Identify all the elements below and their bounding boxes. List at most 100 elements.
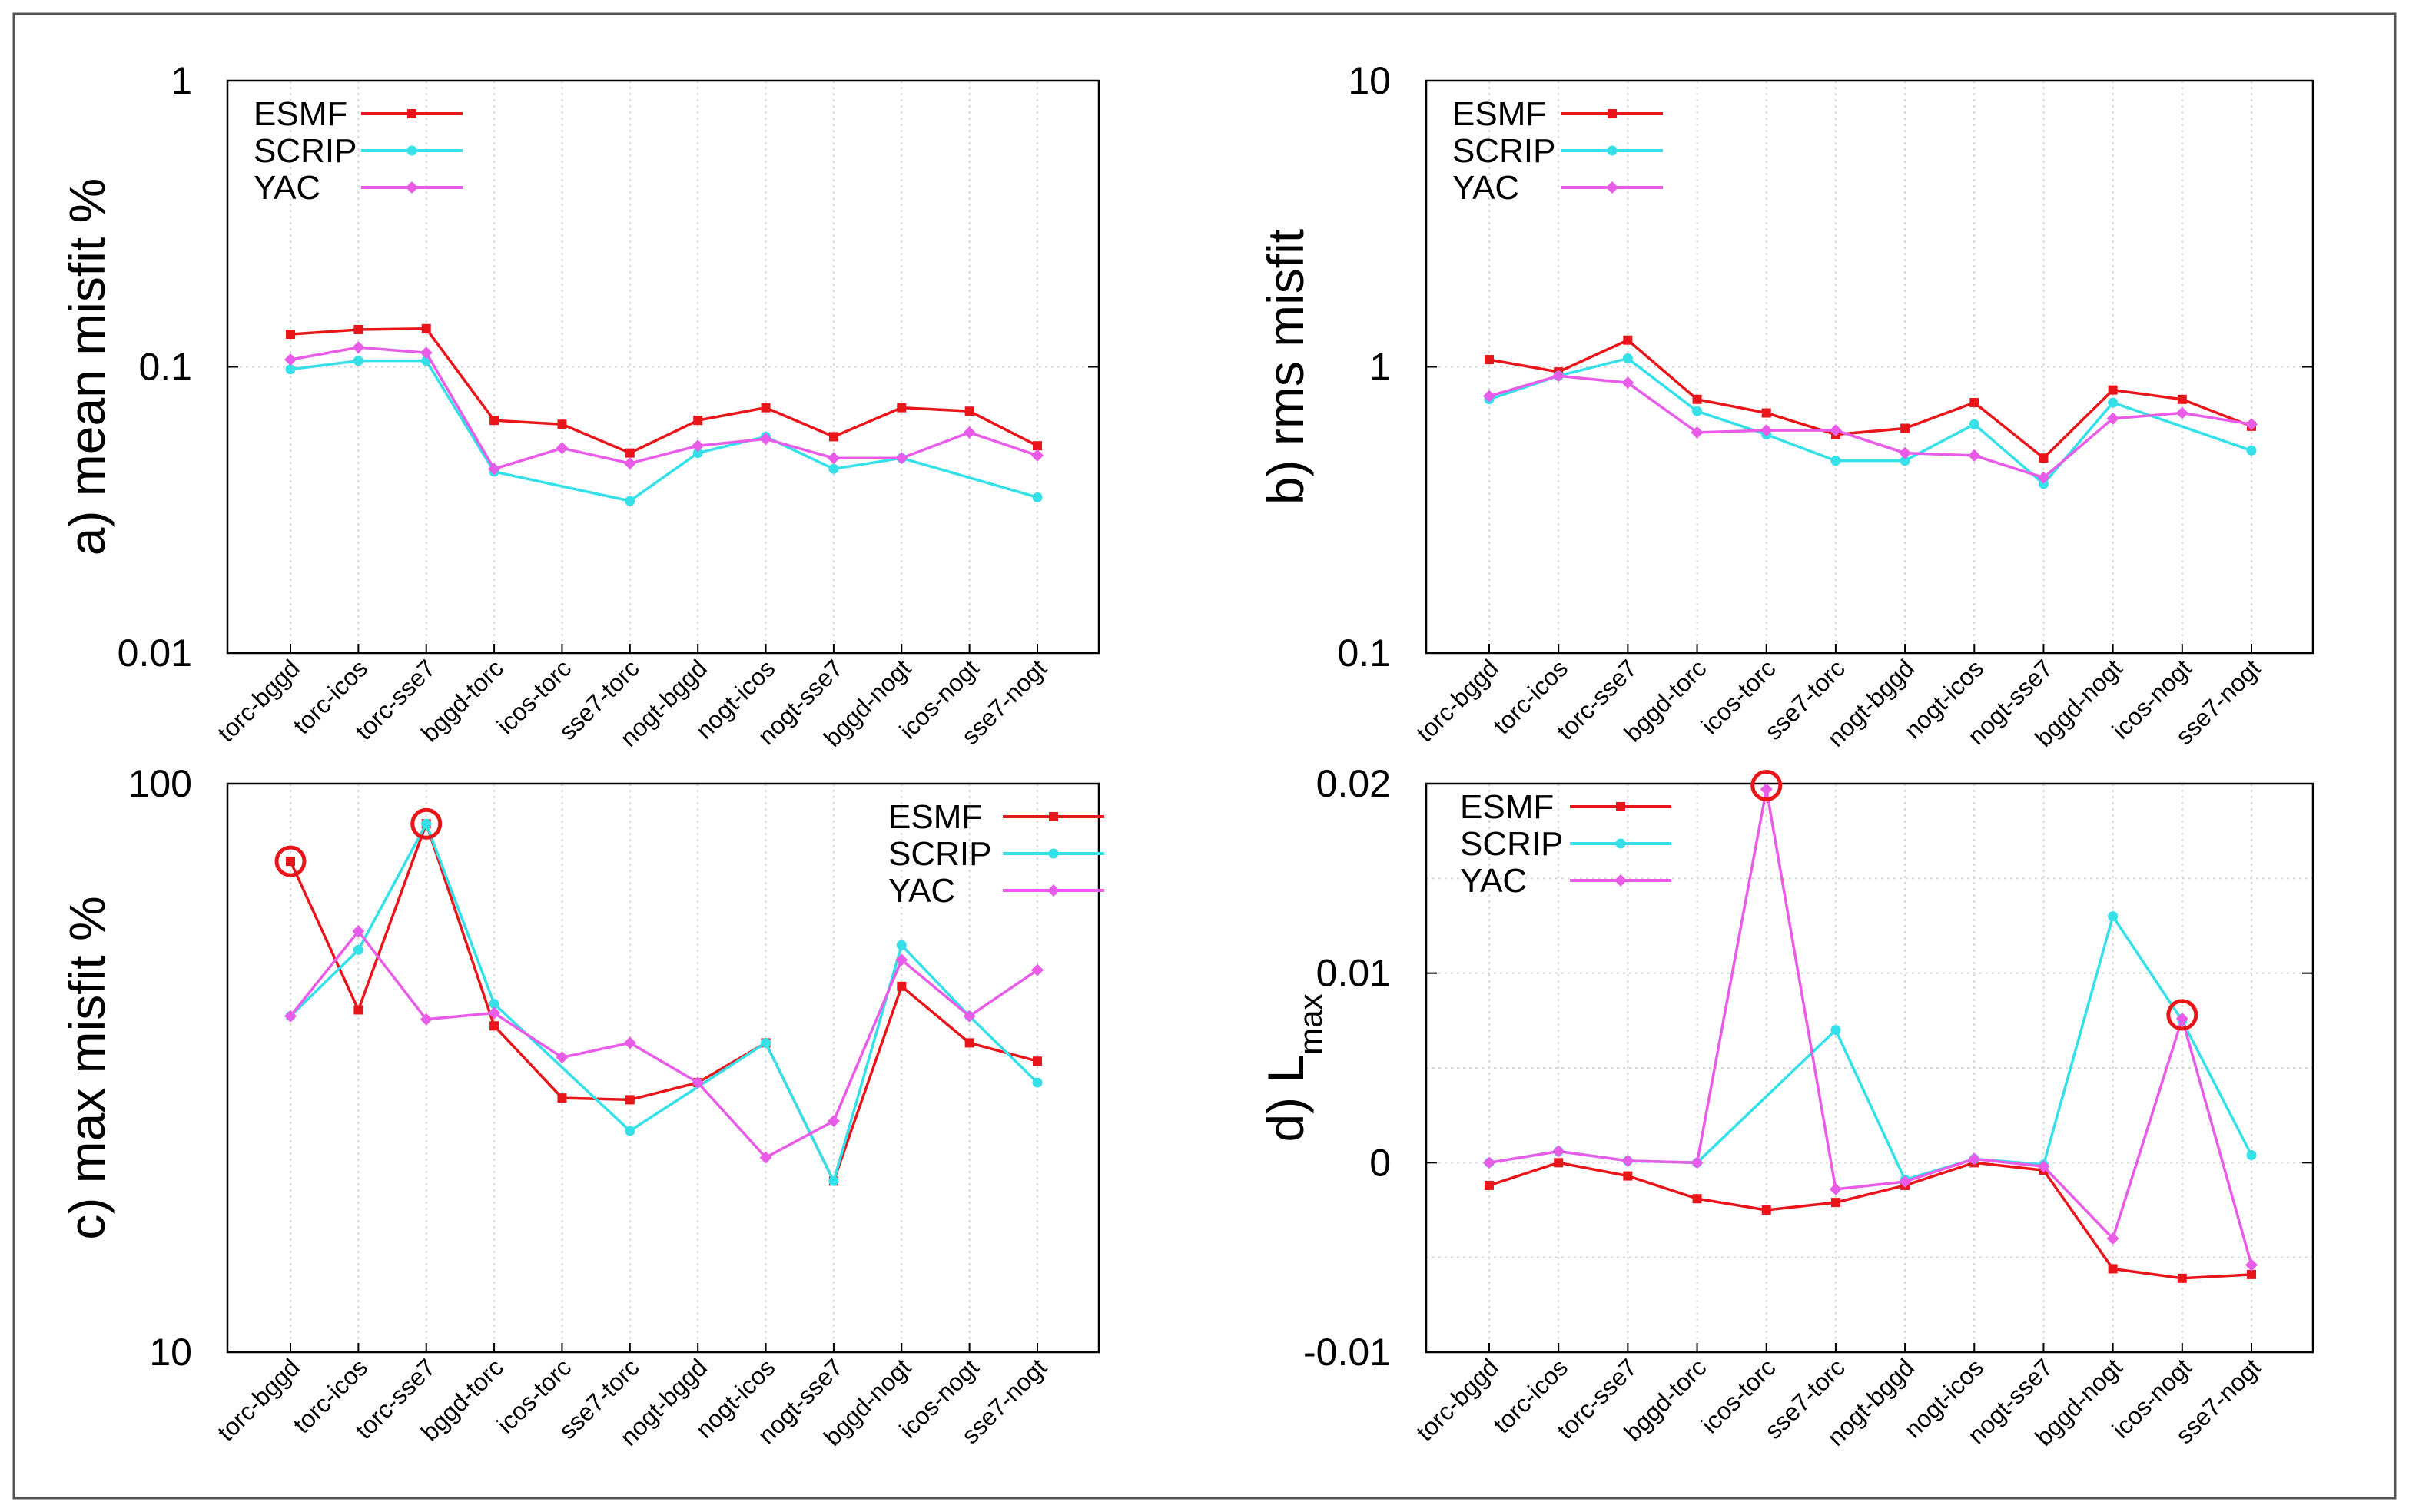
legend-marker-scrip: [1608, 146, 1618, 156]
data-point-esmf: [1554, 1158, 1563, 1167]
y-tick-label: 0.1: [138, 346, 192, 389]
legend-label-yac: YAC: [254, 169, 320, 207]
data-point-scrip: [1969, 419, 1979, 429]
data-point-esmf: [557, 419, 566, 429]
y-axis-label: c) max misfit %: [58, 896, 115, 1239]
legend-label-yac: YAC: [1460, 862, 1527, 900]
legend-label-scrip: SCRIP: [254, 132, 357, 170]
data-point-scrip: [353, 356, 363, 366]
data-point-esmf: [1900, 423, 1910, 433]
y-tick-label: 10: [149, 1331, 192, 1374]
legend-label-esmf: ESMF: [254, 95, 347, 133]
data-point-esmf: [1623, 1172, 1632, 1181]
legend-label-yac: YAC: [1452, 169, 1519, 207]
legend-marker-scrip: [1049, 849, 1059, 859]
data-point-scrip: [1623, 353, 1633, 363]
legend-marker-esmf: [1049, 812, 1058, 821]
data-point-scrip: [2247, 1150, 2257, 1160]
data-point-esmf: [1762, 409, 1771, 418]
data-point-esmf: [2247, 1270, 2256, 1279]
data-point-esmf: [557, 1093, 566, 1102]
legend-label-esmf: ESMF: [1460, 788, 1554, 826]
data-point-scrip: [1830, 456, 1840, 466]
data-point-esmf: [625, 449, 635, 458]
data-point-esmf: [897, 982, 906, 991]
data-point-esmf: [286, 857, 295, 866]
data-point-esmf: [1623, 336, 1632, 345]
legend-label-esmf: ESMF: [1452, 95, 1546, 133]
data-point-scrip: [2247, 446, 2257, 456]
data-point-esmf: [2178, 1274, 2187, 1283]
data-point-esmf: [897, 403, 906, 413]
data-point-esmf: [1693, 1194, 1702, 1203]
data-point-scrip: [1033, 492, 1043, 502]
y-axis-label-main: a) mean misfit %: [58, 178, 115, 555]
data-point-esmf: [489, 1021, 499, 1030]
data-point-esmf: [965, 406, 974, 416]
legend-label-scrip: SCRIP: [888, 835, 991, 873]
legend-marker-esmf: [1616, 802, 1625, 811]
outer-border: [14, 14, 2395, 1498]
data-point-esmf: [1831, 1198, 1840, 1207]
legend-label-scrip: SCRIP: [1460, 825, 1563, 863]
data-point-scrip: [1830, 1025, 1840, 1035]
data-point-scrip: [828, 464, 838, 474]
data-point-esmf: [1969, 398, 1979, 407]
legend-label-scrip: SCRIP: [1452, 132, 1555, 170]
data-point-scrip: [1033, 1078, 1043, 1088]
data-point-esmf: [2109, 1264, 2118, 1273]
y-axis-label-main: b) rms misfit: [1257, 229, 1314, 505]
data-point-scrip: [2108, 911, 2118, 921]
y-axis-label-subscript: max: [1292, 993, 1329, 1054]
data-point-esmf: [1485, 1181, 1494, 1190]
data-point-esmf: [1033, 1056, 1042, 1066]
data-point-esmf: [422, 324, 431, 333]
y-axis-label: b) rms misfit: [1257, 229, 1314, 505]
data-point-esmf: [1485, 355, 1494, 364]
legend-marker-scrip: [1616, 839, 1626, 849]
data-point-esmf: [829, 432, 838, 441]
y-axis-label: a) mean misfit %: [58, 178, 115, 555]
legend-marker-scrip: [407, 146, 417, 156]
y-tick-label: 1: [1369, 346, 1391, 389]
y-axis-label-main: c) max misfit %: [58, 896, 115, 1239]
y-tick-label: 0.02: [1316, 762, 1391, 805]
data-point-esmf: [762, 403, 771, 413]
figure: 0.010.11torc-bggdtorc-icostorc-sse7bggd-…: [0, 0, 2409, 1512]
y-tick-label: 100: [128, 762, 192, 805]
y-axis-label-main: d) L: [1257, 1055, 1314, 1142]
data-point-esmf: [1033, 441, 1042, 450]
data-point-esmf: [1693, 395, 1702, 404]
data-point-scrip: [421, 819, 431, 829]
y-tick-label: -0.01: [1303, 1331, 1391, 1374]
data-point-scrip: [286, 364, 296, 374]
data-point-esmf: [2178, 395, 2187, 404]
legend-marker-esmf: [407, 109, 416, 118]
y-tick-label: 10: [1348, 59, 1391, 102]
data-point-esmf: [965, 1038, 974, 1047]
data-point-esmf: [2039, 453, 2048, 463]
y-tick-label: 0.01: [1316, 952, 1391, 995]
legend-label-yac: YAC: [888, 872, 955, 910]
data-point-esmf: [2109, 386, 2118, 395]
y-tick-label: 1: [171, 59, 192, 102]
data-point-scrip: [2108, 398, 2118, 408]
data-point-esmf: [1762, 1205, 1771, 1215]
data-point-scrip: [828, 1176, 838, 1186]
data-point-esmf: [353, 1005, 363, 1014]
y-tick-label: 0.1: [1337, 632, 1391, 675]
data-point-scrip: [625, 1126, 635, 1136]
data-point-esmf: [693, 416, 702, 425]
data-point-scrip: [1692, 406, 1702, 416]
data-point-esmf: [353, 325, 363, 334]
data-point-scrip: [353, 945, 363, 955]
data-point-esmf: [286, 330, 295, 339]
y-tick-label: 0.01: [118, 632, 192, 675]
y-tick-label: 0: [1369, 1141, 1391, 1184]
legend-label-esmf: ESMF: [888, 798, 982, 836]
legend-marker-esmf: [1608, 109, 1617, 118]
data-point-esmf: [489, 416, 499, 425]
data-point-scrip: [625, 496, 635, 506]
data-point-scrip: [897, 940, 907, 950]
data-point-esmf: [625, 1095, 635, 1104]
